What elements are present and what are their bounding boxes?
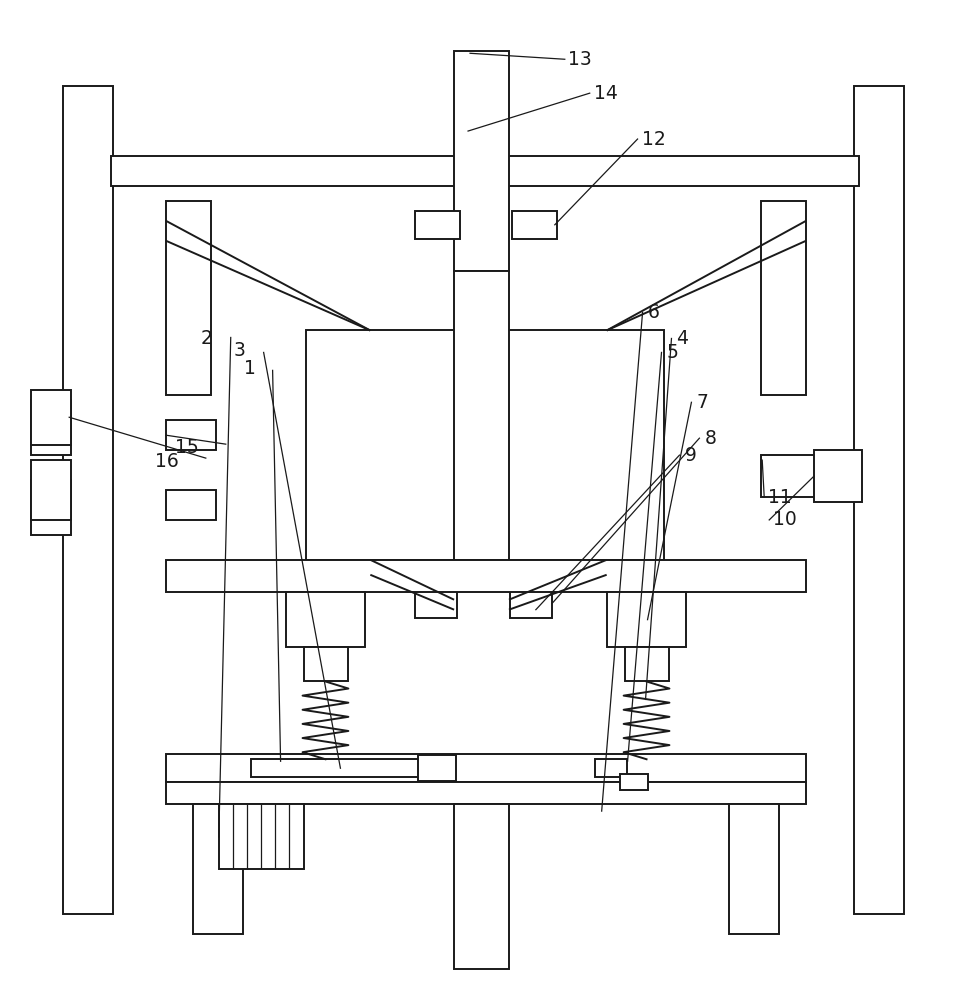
Bar <box>814 450 862 502</box>
Bar <box>762 455 821 497</box>
Text: 10: 10 <box>773 510 797 529</box>
Bar <box>166 490 216 520</box>
Bar <box>607 592 687 647</box>
Text: 5: 5 <box>666 343 678 362</box>
Bar <box>454 804 509 969</box>
Text: 8: 8 <box>704 429 716 448</box>
Bar <box>63 86 113 914</box>
Bar <box>415 211 460 239</box>
Bar <box>166 201 210 395</box>
Bar <box>285 592 365 647</box>
Bar <box>415 590 457 618</box>
Bar <box>306 330 664 560</box>
Text: 3: 3 <box>234 341 245 360</box>
Text: 11: 11 <box>768 488 792 507</box>
Bar <box>219 804 304 869</box>
Bar <box>31 480 71 535</box>
Text: 15: 15 <box>175 438 199 457</box>
Bar <box>31 460 71 520</box>
Text: 1: 1 <box>244 359 255 378</box>
Bar <box>166 420 216 450</box>
Bar <box>510 590 552 618</box>
Bar <box>166 754 806 782</box>
Bar <box>730 804 779 934</box>
Text: 2: 2 <box>201 329 212 348</box>
Text: 6: 6 <box>648 303 659 322</box>
Bar <box>193 804 243 934</box>
Text: 16: 16 <box>155 452 179 471</box>
Text: 14: 14 <box>594 84 618 103</box>
Bar <box>418 755 456 781</box>
Bar <box>619 774 648 790</box>
Bar <box>512 211 557 239</box>
Text: 9: 9 <box>685 446 696 465</box>
Text: 7: 7 <box>696 393 708 412</box>
Bar <box>31 400 71 455</box>
Text: 4: 4 <box>677 329 689 348</box>
Text: 12: 12 <box>642 130 665 149</box>
Bar <box>454 271 509 560</box>
Bar <box>250 759 426 777</box>
Bar <box>166 782 806 804</box>
Bar <box>111 156 859 186</box>
Bar <box>304 647 349 681</box>
Text: 13: 13 <box>568 50 591 69</box>
Bar <box>454 51 509 271</box>
Bar <box>762 201 806 395</box>
Bar <box>166 560 806 592</box>
Bar <box>624 647 669 681</box>
Bar <box>854 86 904 914</box>
Bar <box>31 390 71 445</box>
Bar <box>595 759 626 777</box>
